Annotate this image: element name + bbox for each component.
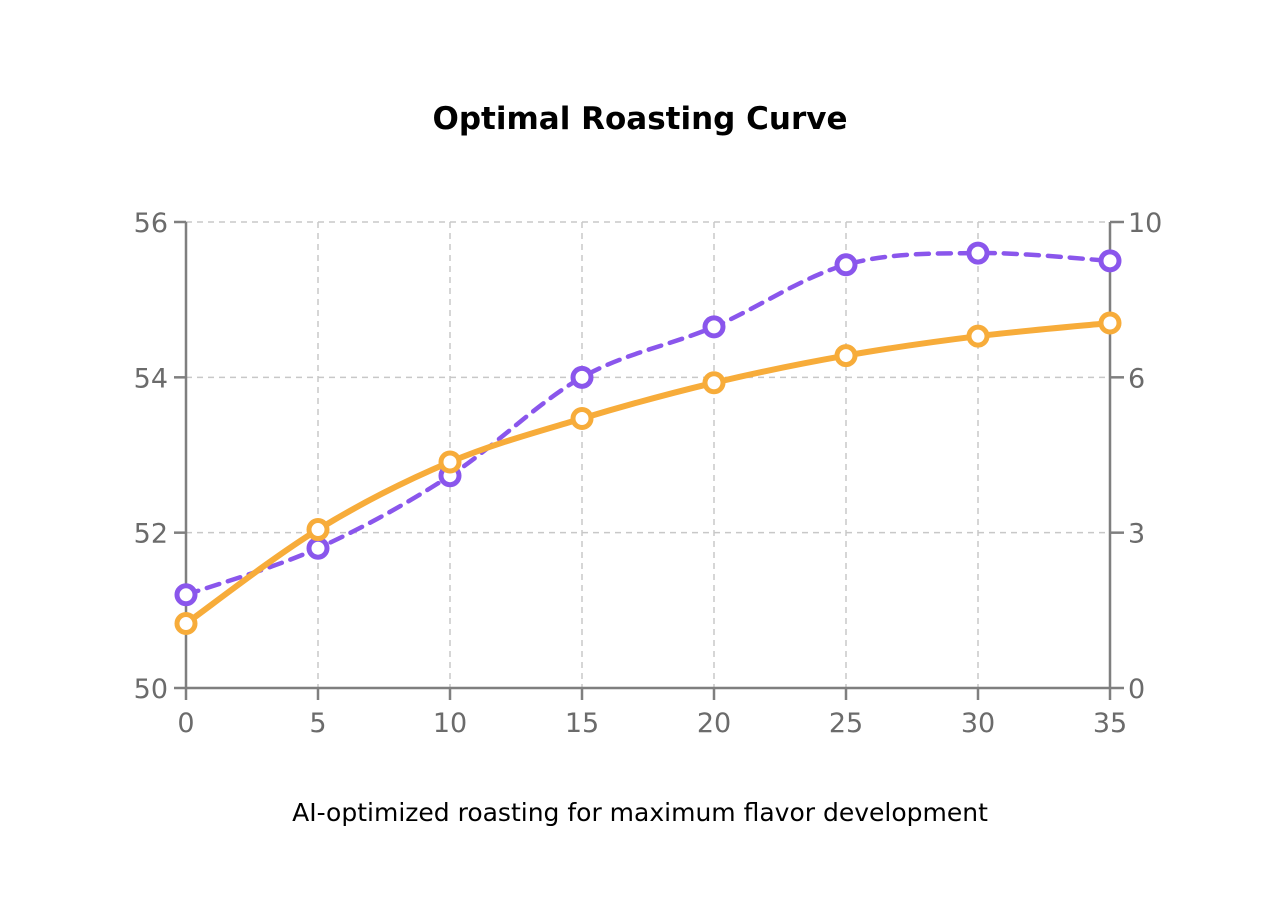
grid <box>186 221 1110 688</box>
data-point-solid <box>834 344 858 368</box>
data-point-dashed <box>834 253 858 277</box>
series-line-dashed <box>183 250 1113 598</box>
data-point-solid <box>438 450 462 474</box>
y-right-tick-label: 0 <box>1128 674 1145 705</box>
data-point-solid <box>174 612 198 636</box>
y-right-tick-label: 6 <box>1128 363 1145 394</box>
chart-title: Optimal Roasting Curve <box>432 101 847 137</box>
tick-labels: 0 5 10 15 20 25 30 35 50 52 54 56 0 3 6 10 <box>134 208 1163 739</box>
x-tick-label: 0 <box>177 708 194 739</box>
x-tick-label: 10 <box>433 708 467 739</box>
y-right-tick-label: 10 <box>1128 208 1162 239</box>
data-point-dashed <box>174 583 198 607</box>
data-point-solid <box>1098 311 1122 335</box>
data-point-dashed <box>966 241 990 265</box>
axes <box>174 220 1124 700</box>
marker-layer <box>174 241 1122 636</box>
y-left-tick-label: 50 <box>134 674 168 705</box>
data-point-dashed <box>306 536 330 560</box>
data-point-solid <box>702 371 726 395</box>
data-point-dashed <box>570 365 594 389</box>
data-point-dashed <box>1098 249 1122 273</box>
x-tick-label: 35 <box>1093 708 1127 739</box>
x-tick-label: 30 <box>961 708 995 739</box>
series-layer <box>183 250 1113 627</box>
x-tick-label: 25 <box>829 708 863 739</box>
x-tick-label: 15 <box>565 708 599 739</box>
data-point-solid <box>966 324 990 348</box>
y-left-tick-label: 54 <box>134 363 168 394</box>
chart-subtitle: AI-optimized roasting for maximum flavor… <box>292 798 988 827</box>
series-line-solid <box>183 319 1113 627</box>
x-tick-label: 5 <box>309 708 326 739</box>
x-tick-label: 20 <box>697 708 731 739</box>
y-left-tick-label: 52 <box>134 519 168 550</box>
data-point-solid <box>306 518 330 542</box>
data-point-dashed <box>702 315 726 339</box>
data-point-solid <box>570 406 594 430</box>
y-right-tick-label: 3 <box>1128 519 1145 550</box>
y-left-tick-label: 56 <box>134 208 168 239</box>
